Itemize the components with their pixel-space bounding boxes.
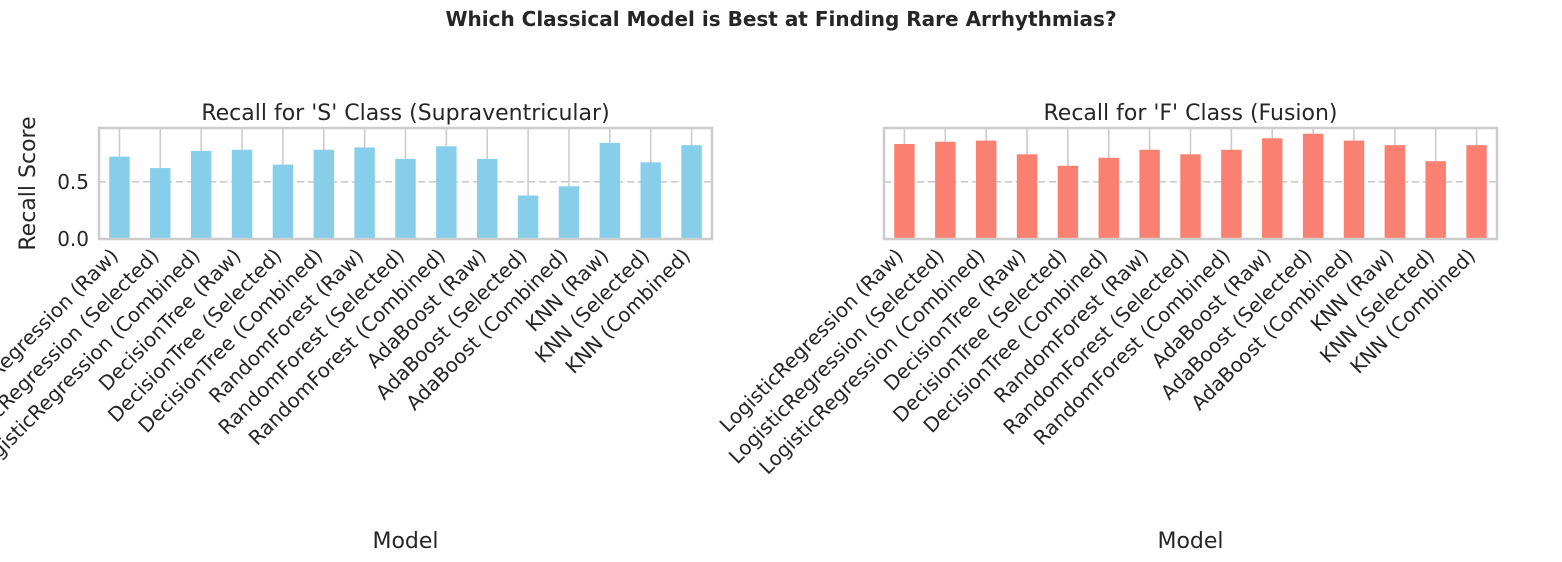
bar-f-9: [1262, 138, 1283, 239]
bar-f-10: [1302, 133, 1324, 239]
bar-s-10: [517, 195, 539, 239]
bar-s-8: [436, 146, 457, 239]
bar-s-11: [558, 186, 580, 239]
y-tick-label: 0.5: [57, 170, 89, 194]
axes-frame: [882, 126, 1499, 241]
x-axis-label: Model: [1157, 529, 1223, 554]
bar-s-13: [640, 162, 661, 239]
bar-s-4: [272, 164, 294, 239]
bar-f-6: [1139, 149, 1160, 239]
bar-f-3: [1016, 154, 1038, 239]
bar-s-3: [231, 149, 253, 239]
bar-f-13: [1425, 161, 1446, 239]
bar-s-2: [190, 150, 212, 239]
bar-f-7: [1180, 154, 1201, 239]
y-tick-label: 0.0: [57, 227, 89, 251]
y-axis-label: Recall Score: [16, 116, 41, 250]
bar-s-5: [313, 149, 334, 239]
bar-s-12: [599, 142, 621, 239]
panel-title-f: Recall for 'F' Class (Fusion): [1043, 101, 1337, 126]
bar-f-5: [1098, 157, 1119, 239]
panel-f-class: Recall for 'F' Class (Fusion)LogisticReg…: [715, 101, 1499, 554]
figure-suptitle: Which Classical Model is Best at Finding…: [445, 7, 1116, 31]
panel-title-s: Recall for 'S' Class (Supraventricular): [201, 101, 609, 126]
bar-f-0: [894, 144, 915, 239]
bar-s-6: [354, 147, 375, 239]
bar-f-11: [1343, 140, 1365, 239]
bar-s-1: [150, 168, 171, 239]
panel-s-class: Recall for 'S' Class (Supraventricular) 0…: [0, 101, 714, 554]
bar-f-2: [975, 140, 997, 239]
bar-s-0: [109, 156, 130, 239]
x-axis-label: Model: [372, 529, 438, 554]
bar-s-9: [477, 158, 498, 239]
bar-f-14: [1466, 145, 1487, 239]
bar-s-7: [395, 158, 416, 239]
bar-f-1: [935, 141, 956, 239]
axes-frame: [97, 126, 714, 241]
bar-f-12: [1384, 145, 1406, 239]
bar-f-8: [1221, 149, 1242, 239]
bar-f-4: [1057, 165, 1079, 239]
bar-s-14: [681, 145, 702, 239]
